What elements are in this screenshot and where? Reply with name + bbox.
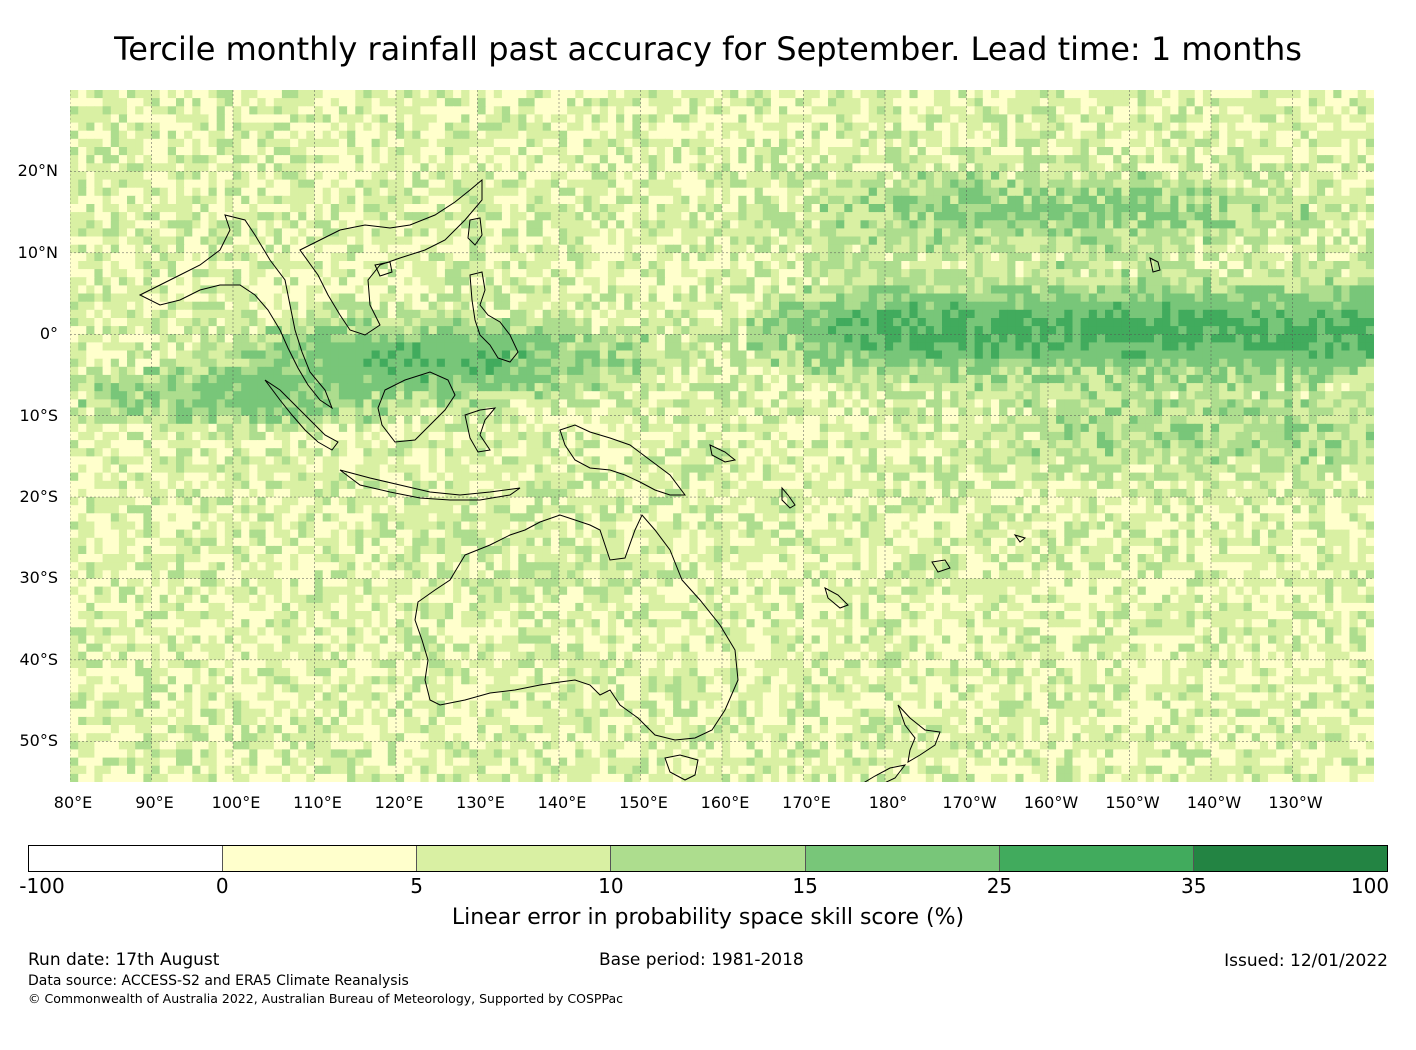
lon-tick-label: 120°E	[374, 793, 424, 812]
coastline-new-zealand-north	[897, 704, 941, 763]
coastlines	[138, 178, 1161, 782]
lon-tick-label: 170°W	[942, 793, 997, 812]
lon-tick-label: 130°W	[1268, 793, 1323, 812]
lon-tick-label: 160°E	[700, 793, 750, 812]
lat-tick-label: 10°N	[17, 242, 58, 262]
lat-tick-label: 50°S	[19, 731, 58, 751]
coastline-china	[299, 178, 483, 336]
colorbar-segment	[611, 846, 806, 871]
lon-tick-label: 100°E	[211, 793, 261, 812]
colorbar-segment	[1193, 846, 1387, 871]
lon-tick-label: 90°E	[135, 793, 174, 812]
coastline-philippines	[469, 271, 519, 363]
data-source: Data source: ACCESS-S2 and ERA5 Climate …	[28, 973, 409, 989]
coastline-java	[339, 469, 521, 501]
lon-tick-label: 140°E	[537, 793, 587, 812]
lat-tick-label: 10°S	[19, 405, 58, 425]
coastline-borneo	[377, 371, 456, 443]
coastline-hawaii	[1149, 257, 1161, 273]
coastline-mainland-asia	[138, 214, 334, 410]
colorbar-tick-label: 5	[410, 874, 423, 898]
coastline-taiwan	[467, 217, 483, 246]
lat-tick-label: 20°N	[17, 161, 58, 181]
lon-tick-label: 160°W	[1023, 793, 1079, 812]
coastline-sumatra	[264, 379, 339, 451]
colorbar-segment	[223, 846, 418, 871]
lon-tick-label: 170°E	[782, 793, 831, 812]
lat-tick-label: 30°S	[19, 568, 58, 588]
coastline-solomon-islands	[709, 444, 737, 463]
issued-date: Issued: 12/01/2022	[1224, 951, 1388, 971]
colorbar-tick-label: -100	[19, 874, 65, 898]
colorbar-tick-label: 0	[215, 874, 229, 898]
coastline-australia	[414, 514, 739, 741]
coastline-tasmania	[664, 754, 699, 781]
colorbar-segment	[417, 846, 612, 871]
lon-tick-label: 80°E	[53, 793, 93, 812]
coastline-new-guinea	[559, 424, 686, 496]
coastline-sulawesi	[464, 407, 497, 453]
colorbar-segment	[29, 846, 224, 871]
lon-tick-label: 130°E	[456, 793, 505, 812]
colorbar-segment	[999, 846, 1194, 871]
coastline-hainan	[374, 261, 393, 277]
lat-tick-label: 40°S	[19, 649, 58, 669]
lon-tick-label: 140°W	[1186, 793, 1242, 812]
skill-map	[70, 90, 1374, 782]
coastline-vanuatu	[781, 486, 796, 509]
copyright: © Commonwealth of Australia 2022, Austra…	[28, 991, 623, 1006]
lon-tick-label: 110°E	[293, 793, 342, 812]
colorbar-tick-label: 25	[986, 874, 1013, 898]
colorbar-tick-label: 35	[1180, 874, 1207, 898]
colorbar-label: Linear error in probability space skill …	[451, 905, 965, 930]
base-period: Base period: 1981-2018	[599, 950, 804, 970]
run-date: Run date: 17th August	[28, 950, 220, 970]
colorbar-tick-label: 100	[1350, 874, 1390, 898]
colorbar-segment	[805, 846, 1000, 871]
lon-tick-label: 150°E	[619, 793, 668, 812]
colorbar-tick-label: 10	[598, 874, 624, 898]
coastline-new-zealand-south	[864, 764, 907, 782]
lat-tick-label: 20°S	[19, 487, 58, 507]
coastline-samoa	[1013, 534, 1027, 543]
map-title: Tercile monthly rainfall past accuracy f…	[114, 30, 1302, 68]
map-gridlines	[70, 90, 1374, 782]
lon-tick-label: 180°	[868, 793, 908, 812]
lat-tick-label: 0°	[39, 324, 58, 344]
colorbar	[28, 845, 1388, 872]
lon-tick-label: 150°W	[1105, 793, 1160, 812]
colorbar-tick-label: 15	[792, 874, 818, 898]
skill-grid-cells	[70, 90, 1374, 782]
coastline-new-caledonia	[824, 586, 849, 609]
coastline-fiji	[931, 559, 951, 573]
